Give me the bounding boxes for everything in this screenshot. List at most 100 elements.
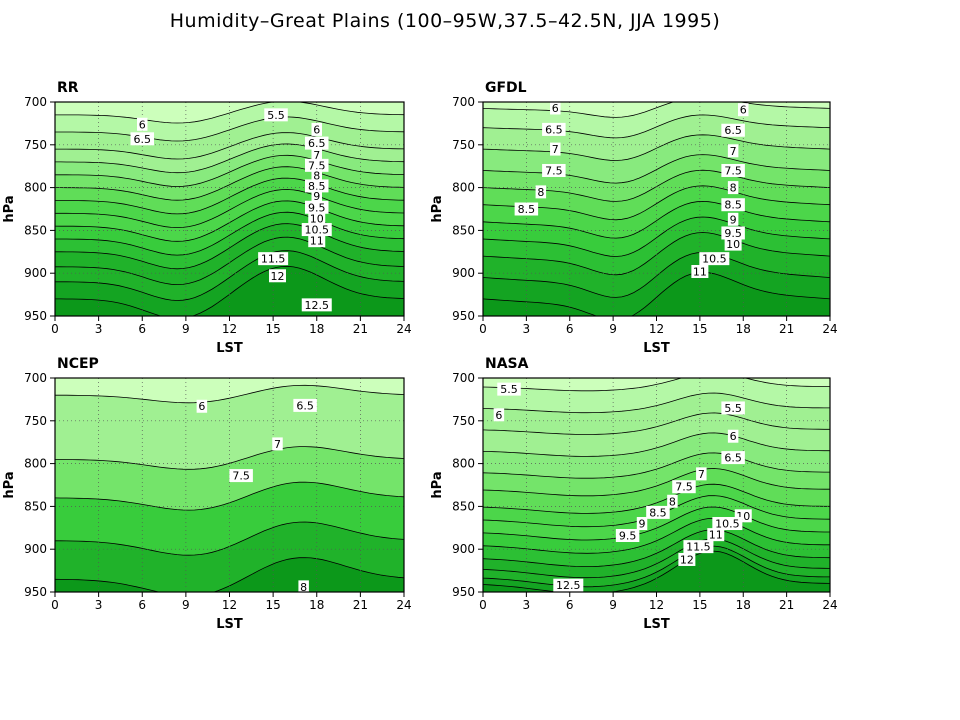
contour-label: 9.5: [305, 200, 329, 214]
contour-label-text: 6.5: [134, 133, 152, 146]
x-tick-label: 6: [566, 598, 574, 612]
contour-line: [483, 545, 830, 588]
x-tick-label: 18: [309, 598, 324, 612]
contour-label-text: 8: [313, 170, 320, 183]
contour-line: [55, 446, 404, 470]
contour-label-bg: [667, 494, 678, 508]
contour-label: 7.5: [721, 163, 745, 177]
x-tick-label: 9: [609, 322, 617, 336]
y-tick-label: 800: [452, 457, 475, 471]
contour-label: 9.5: [721, 226, 745, 240]
contour-label-text: 10.5: [305, 224, 330, 237]
contour-label-bg: [721, 226, 745, 240]
contour-label-text: 12.5: [556, 579, 581, 592]
contour-label: 10: [308, 211, 326, 225]
contour-label: 11.5: [258, 252, 289, 266]
contour-label-text: 9: [639, 518, 646, 531]
contour-label-bg: [311, 189, 322, 203]
contour-label: 7.5: [672, 480, 696, 494]
contour-line: [483, 538, 830, 579]
contour-line: [483, 134, 830, 161]
contour-label-text: 9.5: [308, 201, 326, 214]
y-tick-label: 800: [24, 181, 47, 195]
contour-label-text: 5.5: [500, 383, 518, 396]
contour-label-text: 8: [537, 186, 544, 199]
contour-label-text: 11.5: [261, 253, 286, 266]
y-tick-label: 750: [452, 414, 475, 428]
contour-label-bg: [721, 123, 745, 137]
x-tick-label: 6: [138, 598, 146, 612]
contour-label-bg: [721, 401, 745, 415]
contour-label-text: 6: [139, 118, 146, 131]
contour-label-bg: [493, 408, 505, 422]
contour-label: 10: [724, 237, 742, 251]
contour-label-text: 11: [709, 529, 723, 542]
contour-label: 7: [550, 142, 561, 156]
x-axis-label: LST: [643, 617, 670, 632]
contour-label-bg: [550, 142, 561, 156]
x-tick-label: 3: [523, 322, 531, 336]
panel-title: RR: [57, 80, 79, 96]
contour-line: [483, 185, 830, 221]
contour-label-text: 5.5: [724, 402, 742, 415]
contour-label-bg: [311, 148, 322, 162]
contour-label-bg: [724, 237, 742, 251]
y-tick-label: 850: [452, 499, 475, 513]
x-tick-label: 21: [779, 322, 794, 336]
contour-label-bg: [258, 252, 289, 266]
contour-label-bg: [696, 467, 707, 481]
contour-label-bg: [615, 529, 640, 543]
contour-label: 12: [268, 269, 286, 283]
contour-label-text: 6: [740, 104, 747, 117]
x-tick-label: 15: [692, 598, 707, 612]
contour-label-text: 6: [552, 102, 559, 115]
contour-label: 11: [707, 528, 725, 542]
panel-title: NCEP: [57, 356, 99, 372]
contour-label: 6: [137, 117, 148, 131]
y-axis-label: hPa: [430, 195, 445, 222]
contour-label-text: 8: [669, 495, 676, 508]
contour-label-text: 8: [300, 581, 307, 594]
contour-label: 8: [311, 169, 322, 183]
x-tick-label: 12: [649, 598, 664, 612]
contour-label-text: 10.5: [715, 518, 740, 531]
contour-label-text: 12.5: [305, 299, 330, 312]
contour-label: 9: [311, 189, 322, 203]
contour-label-text: 10.5: [702, 253, 727, 266]
contour-label-text: 6.5: [724, 452, 742, 465]
contour-label: 8.5: [721, 198, 745, 212]
contour-fills: [483, 102, 830, 316]
contour-label-text: 11: [310, 235, 324, 248]
contour-label: 6.5: [721, 123, 745, 137]
contour-label-bg: [305, 200, 329, 214]
contour-label-bg: [311, 169, 322, 183]
panel-nasa: 5.565.566.577.588.599.51010.51111.51212.…: [430, 356, 838, 632]
y-axis-label: hPa: [430, 471, 445, 498]
contour-label-text: 8.5: [308, 180, 326, 193]
contour-line: [483, 200, 830, 239]
contour-label-bg: [727, 429, 739, 443]
x-tick-label: 0: [51, 322, 59, 336]
contour-label-text: 6: [198, 400, 205, 413]
contour-label-bg: [264, 108, 288, 122]
y-tick-label: 800: [24, 457, 47, 471]
contour-label: 7.5: [305, 158, 329, 172]
contour-label-text: 9.5: [724, 227, 742, 240]
contour-label-text: 7.5: [232, 470, 250, 483]
contour-label-text: 7: [552, 143, 559, 156]
contour-label-text: 7.5: [545, 164, 563, 177]
contour-label-bg: [721, 451, 745, 465]
contour-label-bg: [293, 398, 317, 412]
x-tick-label: 15: [692, 322, 707, 336]
contour-label-bg: [268, 269, 286, 283]
contour-label: 6.5: [293, 398, 317, 412]
contour-line: [483, 271, 830, 316]
contour-label-bg: [301, 298, 332, 312]
contour-line: [483, 506, 830, 541]
contour-label-bg: [721, 163, 745, 177]
contour-label-bg: [542, 163, 566, 177]
contour-label-text: 9: [730, 213, 737, 226]
contour-label: 6.5: [721, 451, 745, 465]
